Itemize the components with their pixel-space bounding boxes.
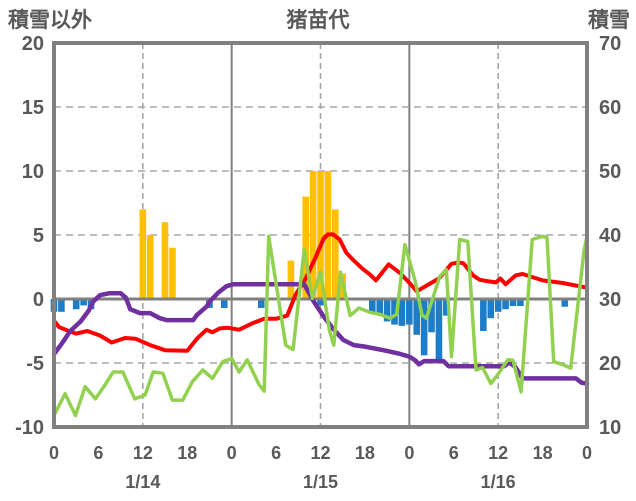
snowfall-bars-bar — [139, 209, 147, 299]
snowfall-bars-bar — [317, 171, 324, 299]
plot-frame — [52, 41, 589, 429]
right-axis-tick-label: 50 — [599, 161, 621, 183]
negative-bars-bar — [435, 299, 443, 360]
x-axis-date-label: 1/15 — [303, 472, 338, 492]
snowfall-bars-bar — [309, 171, 317, 299]
left-axis-tick-label: 15 — [22, 97, 44, 119]
right-axis-title: 積雪 — [588, 9, 630, 32]
x-axis-hour-label: 0 — [227, 443, 237, 463]
chart-title: 猪苗代 — [286, 9, 350, 32]
negative-bars-bar — [369, 299, 376, 314]
negative-bars-bar — [443, 299, 450, 316]
negative-bars-bar — [561, 299, 569, 307]
x-axis-hour-label: 18 — [177, 443, 197, 463]
negative-bars-bar — [413, 299, 421, 335]
negative-bars-bar — [517, 299, 524, 307]
left-axis-tick-label: 0 — [33, 289, 44, 311]
negative-bars-bar — [420, 299, 428, 356]
x-axis-hour-label: 12 — [310, 443, 330, 463]
snowfall-bars-bar — [146, 235, 154, 299]
x-axis-hour-label: 12 — [488, 443, 508, 463]
negative-bars-bar — [391, 299, 398, 325]
left-axis-tick-label: -10 — [15, 417, 44, 439]
negative-bars-bar — [383, 299, 391, 322]
x-axis-hour-label: 12 — [133, 443, 153, 463]
negative-bars-bar — [376, 299, 384, 315]
x-axis-hour-label: 6 — [271, 443, 281, 463]
purple-line — [51, 282, 590, 386]
left-axis-tick-label: 10 — [22, 161, 44, 183]
negative-bars-bar — [317, 299, 324, 306]
snowfall-bars-bar — [169, 247, 176, 299]
red-line — [52, 232, 589, 353]
negative-bars-bar — [509, 299, 517, 307]
snowfall-bars-bar — [161, 222, 169, 299]
green-line — [52, 234, 589, 418]
snowfall-bars-bar — [332, 209, 339, 299]
snowfall-bars-bar — [287, 260, 295, 299]
x-axis-hour-label: 0 — [404, 443, 414, 463]
x-axis-hour-label: 18 — [533, 443, 553, 463]
negative-bars-bar — [58, 299, 65, 312]
negative-bars-bar — [80, 299, 87, 306]
right-axis-tick-label: 30 — [599, 289, 621, 311]
snowfall-bars-bar — [302, 196, 309, 299]
negative-bars-bar — [494, 299, 502, 312]
x-axis-date-label: 1/16 — [481, 472, 516, 492]
left-axis-title: 積雪以外 — [8, 9, 92, 32]
x-axis-hour-label: 0 — [49, 443, 59, 463]
left-axis-tick-label: -5 — [26, 353, 44, 375]
right-axis-tick-label: 70 — [599, 33, 621, 55]
x-axis-date-label: 1/14 — [125, 472, 160, 492]
right-axis-tick-label: 20 — [599, 353, 621, 375]
left-axis-tick-label: 5 — [33, 225, 44, 247]
negative-bars-bar — [220, 299, 228, 308]
right-axis-tick-label: 40 — [599, 225, 621, 247]
negative-bars-bar — [406, 299, 413, 325]
negative-bars-bar — [480, 299, 487, 331]
x-axis-hour-label: 6 — [93, 443, 103, 463]
negative-bars-bar — [487, 299, 495, 319]
right-axis-tick-label: 60 — [599, 97, 621, 119]
x-axis-hour-label: 18 — [355, 443, 375, 463]
negative-bars-bar — [257, 299, 265, 308]
negative-bars-bar — [398, 299, 406, 326]
x-axis-hour-label: 0 — [582, 443, 592, 463]
negative-bars-bar — [428, 299, 435, 333]
x-axis-hour-label: 6 — [449, 443, 459, 463]
left-axis-tick-label: 20 — [22, 33, 44, 55]
negative-bars-bar — [502, 299, 509, 310]
right-axis-tick-label: 10 — [599, 417, 621, 439]
negative-bars-bar — [72, 299, 80, 310]
